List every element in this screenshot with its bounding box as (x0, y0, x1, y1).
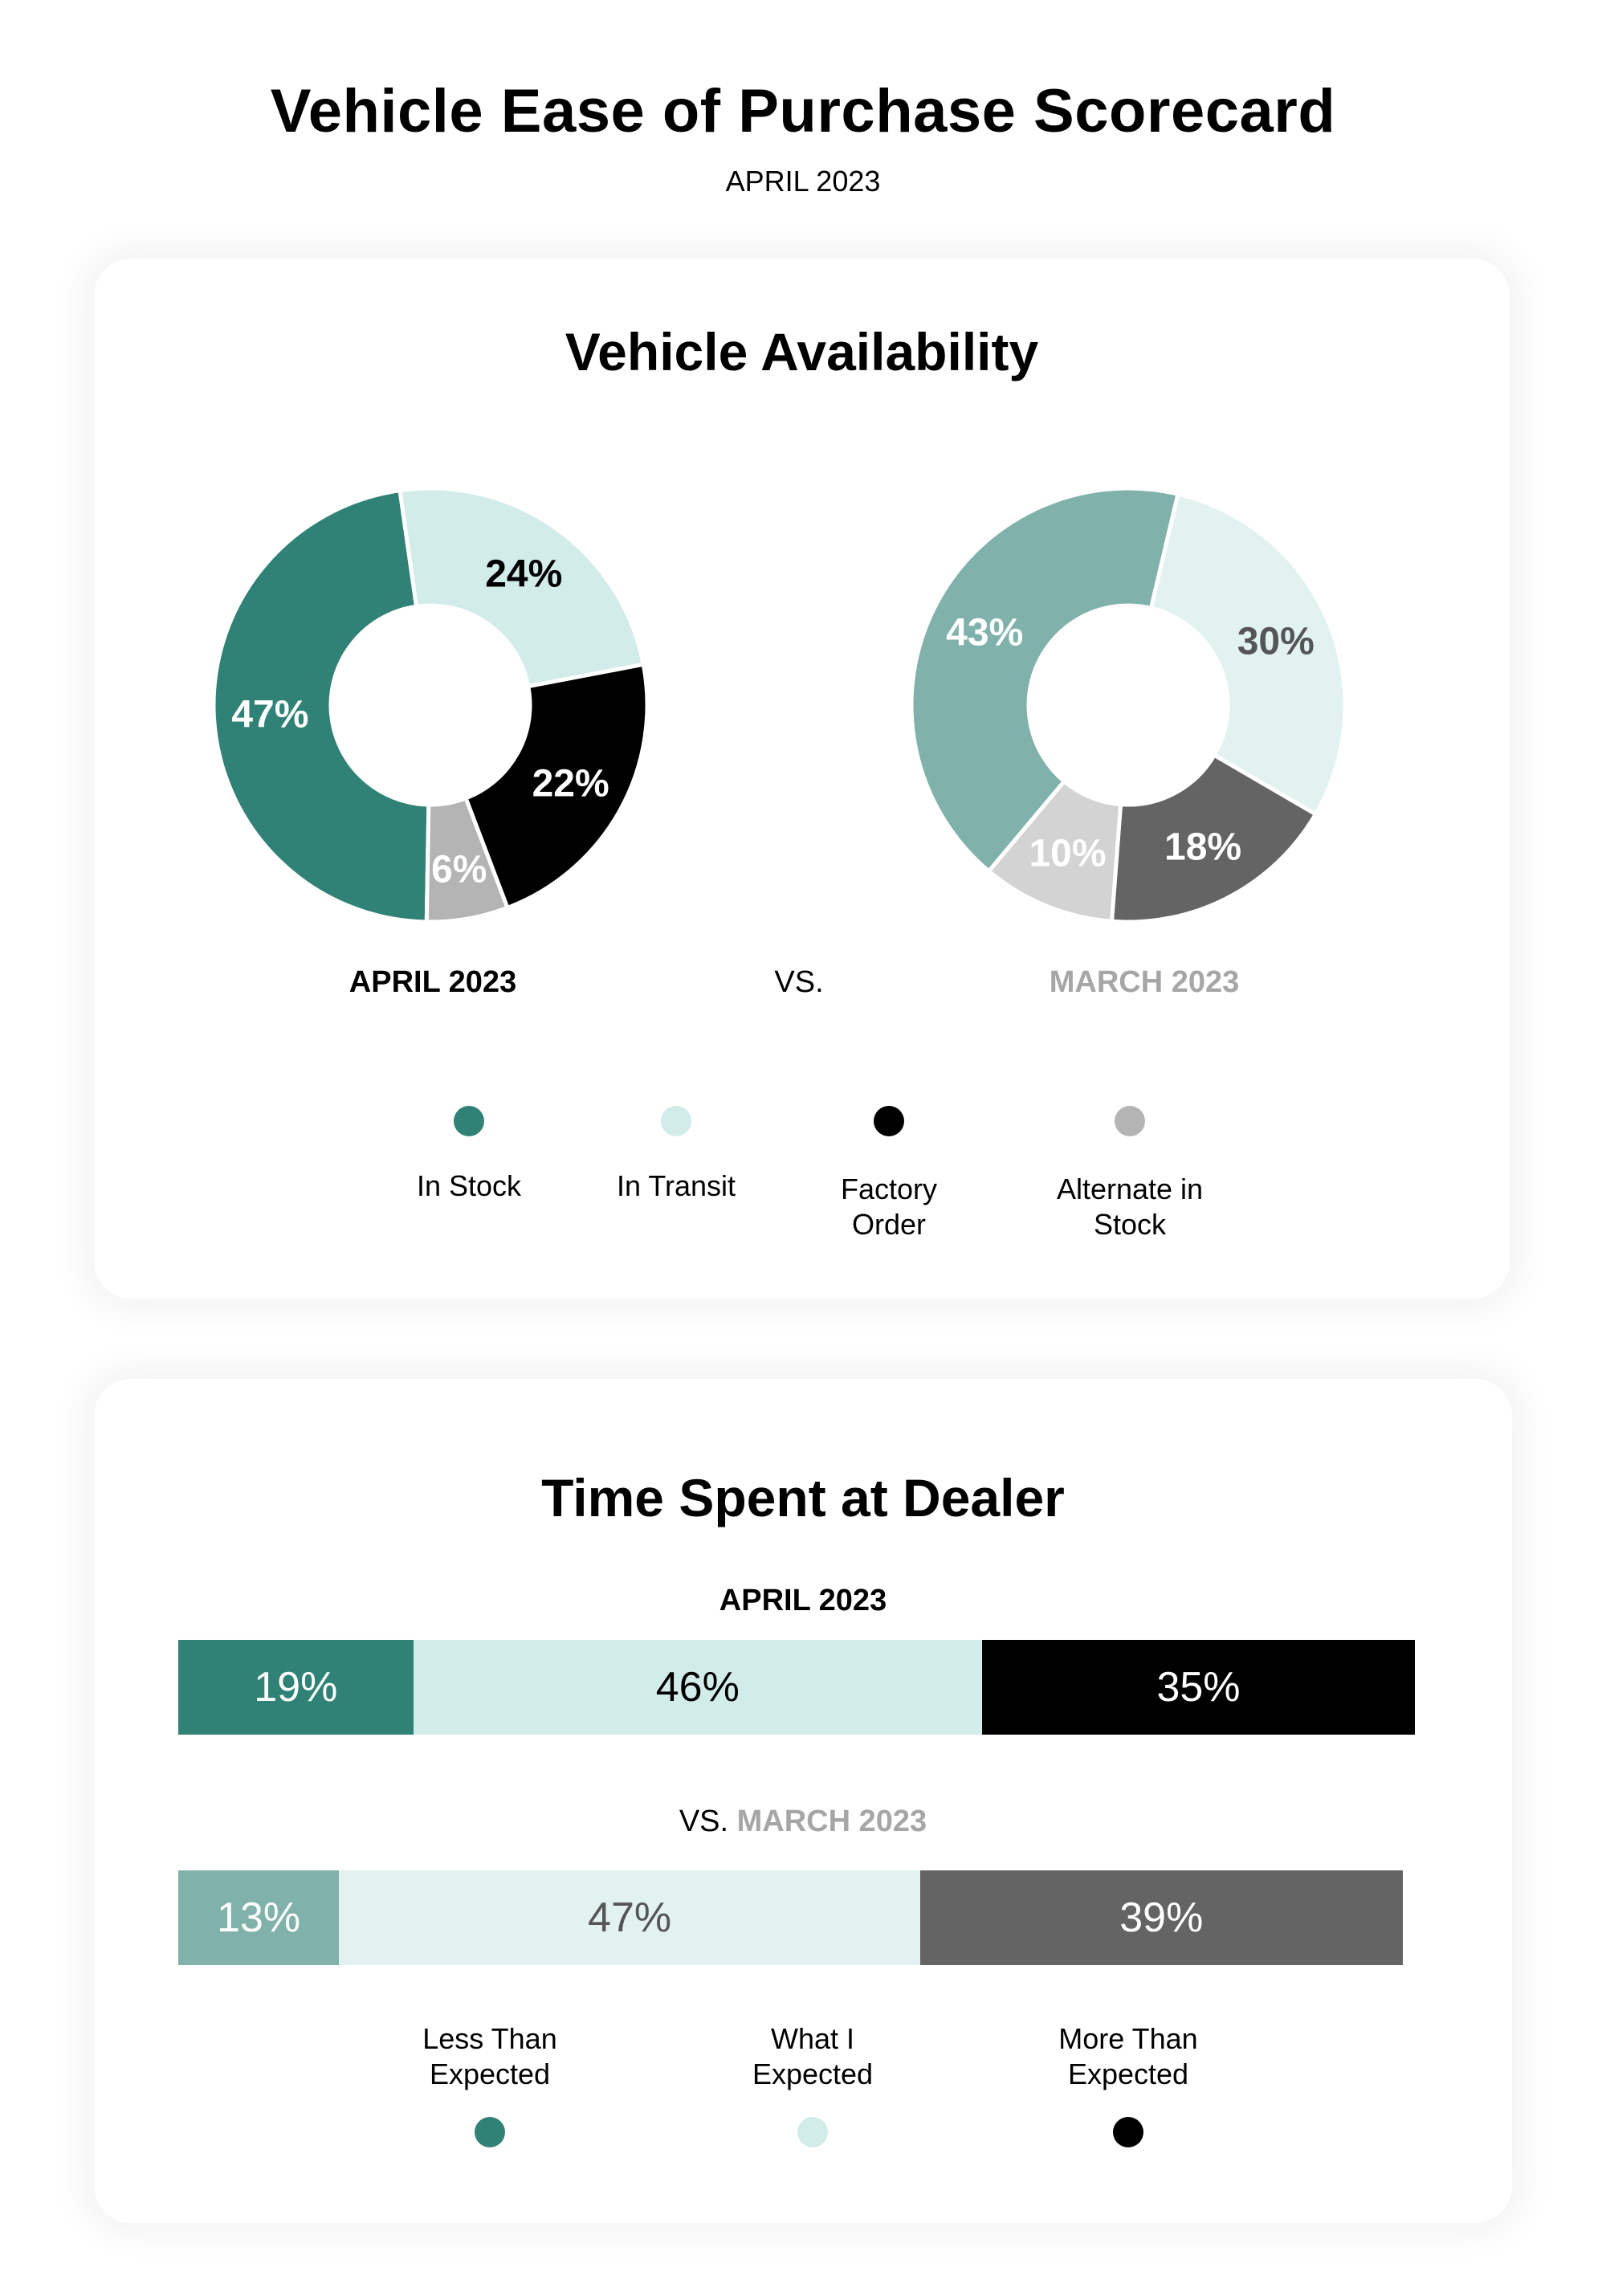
vs-label: VS. (774, 965, 824, 999)
bar-segment-less-than-expected: 13% (178, 1870, 340, 1965)
donut-april-2023 (211, 486, 650, 924)
bar-segment-what-i-expected: 47% (339, 1870, 920, 1965)
donut-value-label: 30% (1237, 620, 1315, 663)
vs-prefix: VS. (679, 1805, 729, 1838)
stacked-bar-march-2023: 13% 47% 39% (178, 1870, 1415, 1965)
donut-value-label: 24% (485, 553, 563, 596)
donut-slice-factory-order (463, 662, 650, 911)
donut-slice-in-stock (909, 486, 1180, 875)
time-spent-card: Time Spent at Dealer APRIL 2023 19% 46% 35… (94, 1379, 1512, 2223)
time-spent-title: Time Spent at Dealer (541, 1468, 1065, 1527)
page-title: Vehicle Ease of Purchase Scorecard (270, 77, 1336, 145)
page-subtitle: APRIL 2023 (725, 165, 881, 198)
legend-dot-more-than-expected (1113, 2117, 1143, 2147)
donut-slice-in-transit (1148, 491, 1347, 818)
bar-segment-more-than-expected: 39% (919, 1870, 1403, 1965)
donut-march-2023 (909, 486, 1347, 924)
april-bar-label: APRIL 2023 (719, 1584, 887, 1617)
donut-value-label: 22% (532, 762, 609, 805)
donut-value-label: 10% (1029, 832, 1107, 875)
legend-dot-less-than-expected (475, 2117, 505, 2147)
bar-segment-less-than-expected: 19% (178, 1640, 414, 1735)
donut-slice-in-stock (211, 487, 431, 924)
march-period: MARCH 2023 (736, 1805, 927, 1838)
legend-dot-alternate-in-stock (1115, 1106, 1145, 1136)
legend-label-alternate-in-stock: Alternate in Stock (1056, 1172, 1204, 1241)
legend-label-less-than-expected: Less Than Expected (422, 2022, 557, 2090)
donut-slice-in-transit (397, 486, 646, 689)
april-period-label: APRIL 2023 (349, 965, 517, 999)
donut-slice-alternate-in-stock (985, 778, 1123, 924)
legend-label-what-i-expected: What I Expected (752, 2022, 874, 2090)
legend-dot-factory-order (874, 1106, 904, 1136)
legend-dot-what-i-expected (797, 2117, 828, 2147)
donut-charts (211, 486, 1347, 924)
march-period-label: MARCH 2023 (1049, 965, 1240, 999)
donut-value-label: 6% (431, 848, 487, 891)
donut-value-label: 47% (231, 693, 309, 736)
legend-label-in-stock: In Stock (416, 1169, 522, 1202)
donut-value-label: 18% (1164, 826, 1242, 869)
vehicle-availability-title: Vehicle Availability (565, 322, 1039, 381)
legend-label-in-transit: In Transit (616, 1169, 736, 1202)
donut-slice-factory-order (1109, 752, 1319, 924)
legend-dot-in-stock (454, 1106, 484, 1136)
march-bar-label: VS. MARCH 2023 (94, 1805, 1512, 1839)
bar-segment-what-i-expected: 46% (413, 1640, 982, 1735)
donut-slice-alternate-in-stock (424, 795, 511, 924)
legend-label-more-than-expected: More Than Expected (1058, 2022, 1198, 2090)
donut-value-label: 43% (946, 611, 1024, 655)
vehicle-availability-card: Vehicle Availability 47% 24% 22% 6% 43% 30% 1… (94, 259, 1510, 1299)
bar-segment-more-than-expected: 35% (981, 1640, 1415, 1735)
stacked-bar-april-2023: 19% 46% 35% (178, 1640, 1415, 1735)
legend-label-factory-order: Factory Order (840, 1172, 938, 1241)
legend-dot-in-transit (661, 1106, 691, 1136)
